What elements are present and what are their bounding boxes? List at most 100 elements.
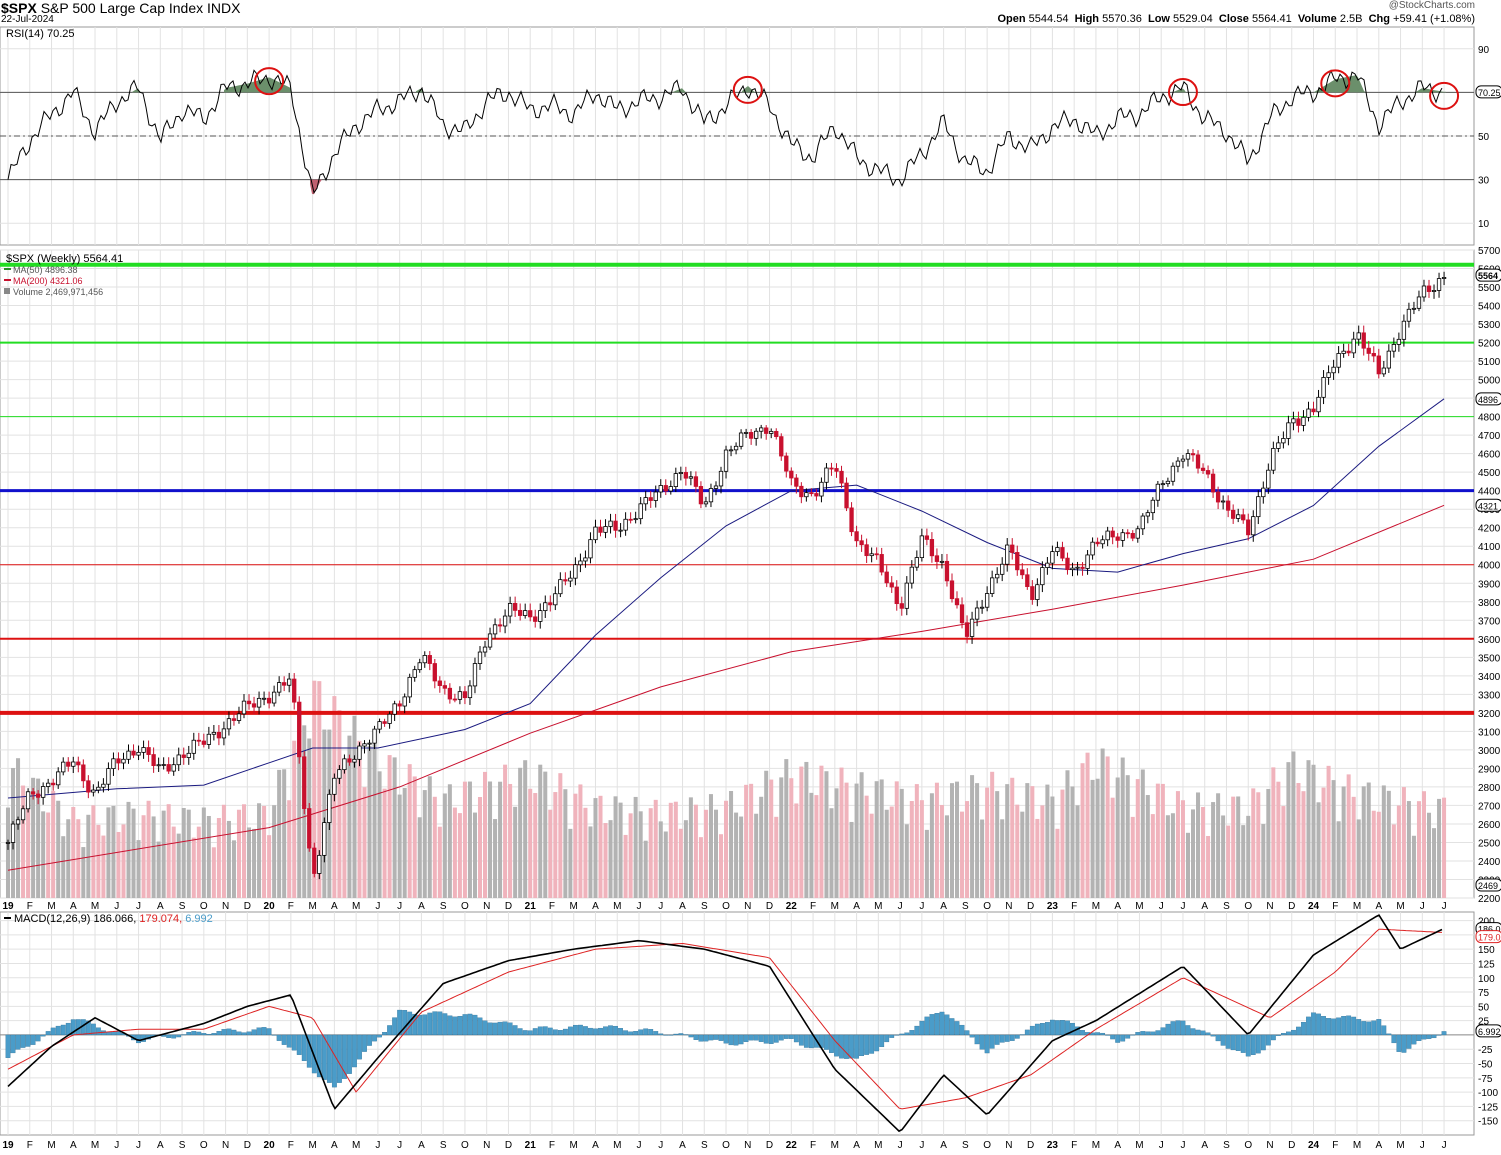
volume-bar [794,803,799,898]
candle-body [743,432,749,434]
candle-body [683,472,689,479]
volume-bar [739,816,744,898]
macd-histogram-bar [753,1034,759,1041]
volume-bar [1155,783,1160,898]
candle-body [884,571,889,584]
chg-label: Chg [1368,13,1390,25]
volume-bar [799,766,804,898]
time-tick-label: M [613,901,621,912]
time-tick-label: N [483,901,490,912]
macd-histogram-bar [442,1013,448,1036]
time-tick-label: A [853,1140,860,1151]
macd-histogram-bar [1185,1025,1191,1036]
macd-histogram-bar [959,1024,965,1036]
candle-body [357,745,362,760]
volume-bar [658,821,663,898]
candle-body [1155,483,1161,501]
time-tick-label: A [157,901,164,912]
price-tick-label: 5500 [1478,283,1501,294]
volume-bar [914,784,919,898]
volume-bar [1125,775,1130,898]
macd-histogram-bar [1421,1034,1427,1040]
time-tick-label: O [461,901,469,912]
volume-bar [949,783,954,898]
macd-signal-value: 179.074, [139,913,185,925]
volume-bar [990,771,995,898]
volume-bar [1336,821,1341,898]
volume-bar [1396,805,1401,898]
macd-histogram-bar [517,1028,523,1036]
candle-body [678,472,683,474]
candle-body [1231,509,1236,519]
volume-bar [929,793,934,898]
price-tick-label: 4800 [1478,413,1501,424]
macd-histogram-bar [738,1034,744,1045]
macd-histogram-bar [773,1034,779,1043]
volume-bar [392,757,397,898]
macd-histogram-bar [1270,1034,1276,1041]
price-tick-label: 5700 [1478,246,1501,257]
time-tick-label: F [27,901,33,912]
candle-body [563,579,568,582]
volume-bar [683,820,688,898]
volume-bar [493,819,498,898]
time-tick-label: J [1159,1140,1164,1151]
candle-body [653,491,658,501]
volume-bar [5,807,11,898]
candle-body [643,497,648,505]
volume-bar [467,781,472,898]
candle-body [593,526,598,541]
macd-histogram-bar [1280,1033,1286,1036]
time-tick-label: J [1420,901,1425,912]
volume-bar [422,790,427,898]
macd-histogram-bar [723,1034,729,1044]
macd-histogram-bar [1220,1034,1226,1046]
macd-histogram-bar [567,1026,573,1036]
volume-bar [919,800,924,898]
price-tick-label: 3600 [1478,635,1501,646]
macd-histogram-bar [834,1034,839,1057]
volume-bar [970,775,975,898]
candle-body [507,603,513,617]
candle-body [1306,408,1311,418]
macd-title-name: MACD(12,26,9) [14,913,93,925]
macd-histogram-bar [276,1034,282,1041]
candle-body [819,481,824,497]
volume-bar [1281,806,1286,898]
candle-body [151,754,156,766]
volume-bar [377,771,382,898]
volume-bar [462,781,467,898]
price-tick-label: 3100 [1478,727,1501,738]
candle-body [20,808,26,821]
rsi-tick-label: 10 [1478,219,1490,230]
volume-bar [1120,757,1125,898]
candle-body [1331,366,1336,374]
candle-body [282,682,287,686]
macd-histogram-bar [678,1033,684,1036]
macd-histogram-bar [1285,1031,1291,1036]
macd-histogram-bar [653,1031,659,1036]
macd-tick-label: 50 [1478,1002,1490,1013]
volume-bar [1005,784,1010,898]
macd-histogram-bar [683,1034,689,1036]
volume-bar [1416,801,1421,898]
macd-histogram-bar [1321,1016,1326,1036]
volume-bar [1266,788,1271,898]
time-tick-label: J [919,901,924,912]
price-tick-label: 5000 [1478,376,1501,387]
macd-histogram-bar [467,1013,473,1036]
macd-histogram-bar [643,1028,649,1036]
candle-body [71,761,76,767]
volume-bar [352,715,357,898]
macd-histogram-bar [1175,1020,1181,1036]
volume-bar [362,787,367,898]
macd-histogram-bar [844,1034,849,1059]
macd-histogram-bar [713,1034,719,1040]
time-tick-label: D [1027,901,1034,912]
macd-histogram-bar [1105,1034,1111,1036]
volume-bar [1175,791,1180,898]
candle-body [894,586,899,605]
volume-bar [769,779,774,898]
macd-histogram-bar [748,1034,754,1041]
candle-body [543,602,548,612]
